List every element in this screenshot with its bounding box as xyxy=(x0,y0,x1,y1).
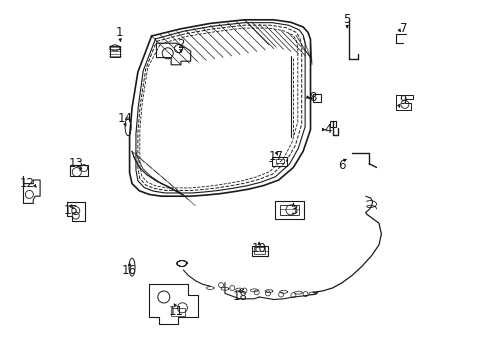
Text: 10: 10 xyxy=(251,242,266,255)
Text: 3: 3 xyxy=(289,204,297,217)
Text: 9: 9 xyxy=(399,94,407,107)
Text: 4: 4 xyxy=(323,123,331,136)
Bar xyxy=(279,205,299,215)
Text: 7: 7 xyxy=(399,22,407,35)
Bar xyxy=(274,201,304,219)
Text: 12: 12 xyxy=(20,177,34,190)
Bar xyxy=(312,94,320,102)
Bar xyxy=(70,165,88,176)
Text: 14: 14 xyxy=(117,112,132,125)
Text: 6: 6 xyxy=(338,159,346,172)
Text: 8: 8 xyxy=(308,91,316,104)
Bar xyxy=(251,246,267,256)
Text: 1: 1 xyxy=(116,26,123,39)
Text: 16: 16 xyxy=(122,264,137,276)
Bar xyxy=(171,308,184,316)
Bar xyxy=(275,159,283,163)
Bar xyxy=(272,157,286,166)
Text: 18: 18 xyxy=(232,291,246,303)
Text: 2: 2 xyxy=(177,39,184,51)
Bar xyxy=(110,46,120,57)
Text: 15: 15 xyxy=(63,204,78,217)
Bar xyxy=(329,121,336,127)
Text: 13: 13 xyxy=(68,157,83,170)
Bar xyxy=(254,247,264,254)
Text: 17: 17 xyxy=(268,150,283,163)
Text: 11: 11 xyxy=(168,305,183,318)
Text: 5: 5 xyxy=(343,13,350,26)
